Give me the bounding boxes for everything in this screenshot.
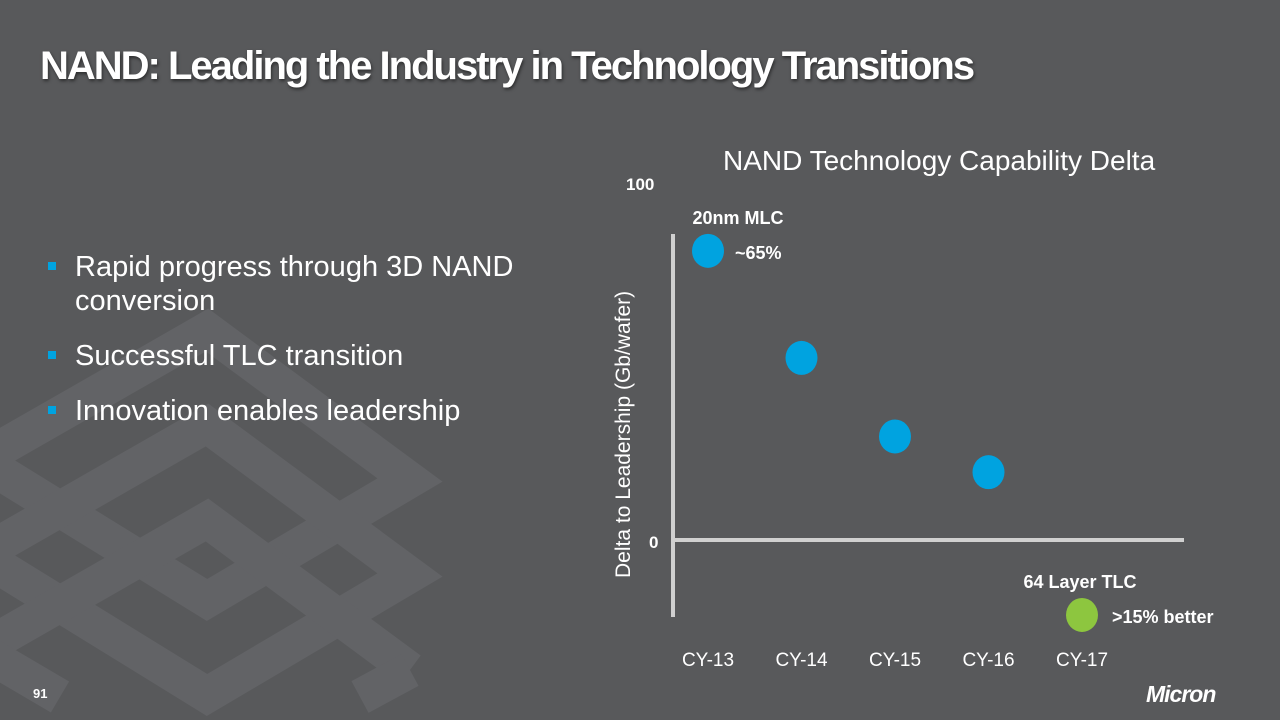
point-value-label: ~65% <box>735 243 782 263</box>
data-point <box>972 455 1005 490</box>
y-tick-label: 100 <box>626 175 654 194</box>
point-value-label: >15% better <box>1112 607 1214 627</box>
y-tick-label: 0 <box>649 533 658 552</box>
x-tick-label: CY-15 <box>869 650 921 671</box>
bullet-square-icon <box>48 406 56 414</box>
y-axis-label: Delta to Leadership (Gb/wafer) <box>612 291 635 578</box>
bullet-square-icon <box>48 262 56 270</box>
bullet-item: Rapid progress through 3D NAND conversio… <box>48 250 595 318</box>
chart-title: NAND Technology Capability Delta <box>723 145 1156 176</box>
data-point <box>879 419 911 454</box>
x-tick-label: CY-13 <box>682 650 734 671</box>
point-label: 64 Layer TLC <box>1023 572 1136 592</box>
data-point <box>1066 597 1098 632</box>
data-point <box>692 233 724 268</box>
point-label: 20nm MLC <box>692 208 783 228</box>
data-point <box>785 340 818 375</box>
page-number: 91 <box>33 686 48 701</box>
x-tick-label: CY-17 <box>1056 650 1108 671</box>
slide-title: NAND: Leading the Industry in Technology… <box>40 44 975 88</box>
x-tick-label: CY-16 <box>962 650 1014 671</box>
bullet-item: Innovation enables leadership <box>48 394 595 428</box>
x-tick-label: CY-14 <box>775 650 828 671</box>
micron-logo: Micron <box>1146 681 1216 707</box>
bullet-list: Rapid progress through 3D NAND conversio… <box>48 250 595 449</box>
bullet-square-icon <box>48 351 56 359</box>
bullet-item: Successful TLC transition <box>48 339 595 373</box>
